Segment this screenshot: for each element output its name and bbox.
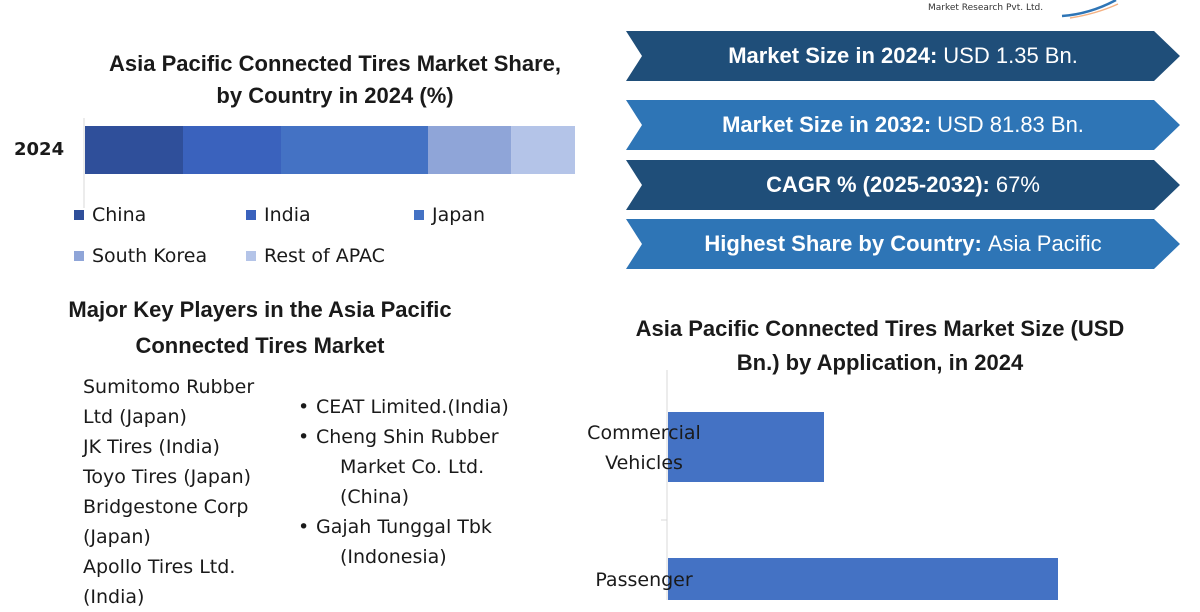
stat-banner: Highest Share by Country: Asia Pacific xyxy=(626,219,1180,269)
legend-item: Japan xyxy=(414,204,485,226)
share-bar-segment xyxy=(281,126,428,174)
players-list-right: • CEAT Limited.(India) • Cheng Shin Rubber M… xyxy=(298,392,518,572)
app-chart-title-line2: Bn.) by Application, in 2024 xyxy=(736,350,1024,375)
legend-label: Rest of APAC xyxy=(264,245,385,267)
legend-item: India xyxy=(246,204,311,226)
share-chart-plot xyxy=(83,118,575,208)
player-line: (China) xyxy=(340,486,410,508)
stat-text: Market Size in 2032: USD 81.83 Bn. xyxy=(626,100,1180,150)
legend-swatch xyxy=(74,251,84,261)
players-title-line2: Connected Tires Market xyxy=(135,333,385,358)
app-bar xyxy=(668,558,1058,600)
stat-label: Market Size in 2032: xyxy=(722,112,932,137)
share-bar-segment xyxy=(183,126,281,174)
logo-swoosh-icon xyxy=(1061,0,1119,19)
stat-banner: Market Size in 2032: USD 81.83 Bn. xyxy=(626,100,1180,150)
stat-value: 67% xyxy=(995,172,1040,197)
player-line: (Indonesia) xyxy=(340,546,447,568)
player-item: • Cheng Shin Rubber Market Co. Ltd. (China) xyxy=(298,422,518,512)
player-line: (Japan) xyxy=(83,526,151,548)
players-title: Major Key Players in the Asia Pacific Co… xyxy=(40,292,480,364)
legend-label: Japan xyxy=(432,204,485,226)
player-line: JK Tires (India) xyxy=(83,436,220,458)
share-bar-segment xyxy=(85,126,183,174)
share-chart-title: Asia Pacific Connected Tires Market Shar… xyxy=(80,48,590,112)
stat-arrow-shape xyxy=(626,219,1180,269)
app-category-label: Passenger xyxy=(595,569,693,591)
stat-label: Market Size in 2024: xyxy=(728,43,938,68)
app-chart-plot: Commercial Vehicles Passenger xyxy=(587,370,1058,600)
player-name: Cheng Shin Rubber Market Co. Ltd. (China) xyxy=(316,422,499,512)
logo-text: Market Research Pvt. Ltd. xyxy=(928,3,1044,13)
share-bar-segment xyxy=(511,126,575,174)
legend-item: Rest of APAC xyxy=(246,245,385,267)
stat-arrow-shape xyxy=(626,100,1180,150)
stat-arrow-shape xyxy=(626,160,1180,210)
stat-banner: CAGR % (2025-2032): 67% xyxy=(626,160,1180,210)
stat-label: CAGR % (2025-2032): xyxy=(766,172,990,197)
share-chart-title-line2: by Country in 2024 (%) xyxy=(216,83,454,108)
player-item: • Gajah Tunggal Tbk (Indonesia) xyxy=(298,512,518,572)
player-name: CEAT Limited.(India) xyxy=(316,392,509,422)
bullet-icon: • xyxy=(298,396,310,418)
player-line: Apollo Tires Ltd. xyxy=(83,556,236,578)
stat-arrow-shape xyxy=(626,31,1180,81)
app-chart-title-line1: Asia Pacific Connected Tires Market Size… xyxy=(635,316,1125,341)
players-title-line1: Major Key Players in the Asia Pacific xyxy=(68,297,452,322)
legend-item: South Korea xyxy=(74,245,207,267)
stat-banner: Market Size in 2024: USD 1.35 Bn. xyxy=(626,31,1180,81)
player-line: CEAT Limited.(India) xyxy=(316,396,509,418)
legend-item: China xyxy=(74,204,146,226)
bullet-icon: • xyxy=(298,426,310,448)
player-item: • CEAT Limited.(India) xyxy=(298,392,518,422)
player-line: Ltd (Japan) xyxy=(83,406,187,428)
stat-value: USD 81.83 Bn. xyxy=(937,112,1084,137)
stat-text: Highest Share by Country: Asia Pacific xyxy=(626,219,1180,269)
legend-label: South Korea xyxy=(92,245,208,267)
legend-swatch xyxy=(246,210,256,220)
player-line: Bridgestone Corp xyxy=(83,496,249,518)
player-line: Market Co. Ltd. xyxy=(340,456,485,478)
player-line: (India) xyxy=(83,586,145,608)
player-line: Toyo Tires (Japan) xyxy=(83,466,252,488)
app-category-label: Commercial Vehicles xyxy=(587,422,701,474)
player-line: Sumitomo Rubber xyxy=(83,376,255,398)
app-chart-title: Asia Pacific Connected Tires Market Size… xyxy=(600,312,1160,380)
stat-text: Market Size in 2024: USD 1.35 Bn. xyxy=(626,31,1180,81)
share-chart-title-line1: Asia Pacific Connected Tires Market Shar… xyxy=(109,51,561,76)
legend-swatch xyxy=(246,251,256,261)
stat-value: USD 1.35 Bn. xyxy=(943,43,1078,68)
share-bar-segment xyxy=(428,126,512,174)
stat-label: Highest Share by Country: xyxy=(704,231,982,256)
legend-label: India xyxy=(264,204,311,226)
stat-text: CAGR % (2025-2032): 67% xyxy=(626,160,1180,210)
app-bar xyxy=(668,412,824,482)
stat-value: Asia Pacific xyxy=(987,231,1102,256)
player-line: Gajah Tunggal Tbk xyxy=(316,516,492,538)
legend-swatch xyxy=(414,210,424,220)
legend-swatch xyxy=(74,210,84,220)
player-line: Cheng Shin Rubber xyxy=(316,426,499,448)
legend-label: China xyxy=(92,204,147,226)
bullet-icon: • xyxy=(298,516,310,538)
share-chart-year-label: 2024 xyxy=(14,139,65,160)
player-name: Gajah Tunggal Tbk (Indonesia) xyxy=(316,512,492,572)
players-list-left: Sumitomo Rubber Ltd (Japan) JK Tires (Indi… xyxy=(83,372,283,612)
